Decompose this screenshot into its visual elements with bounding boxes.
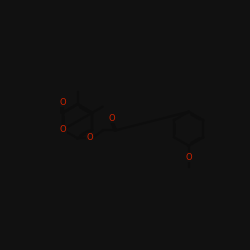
Text: O: O (186, 152, 192, 162)
Text: O: O (87, 133, 93, 142)
Text: O: O (60, 125, 66, 134)
Text: O: O (60, 98, 66, 107)
Text: O: O (108, 114, 115, 123)
